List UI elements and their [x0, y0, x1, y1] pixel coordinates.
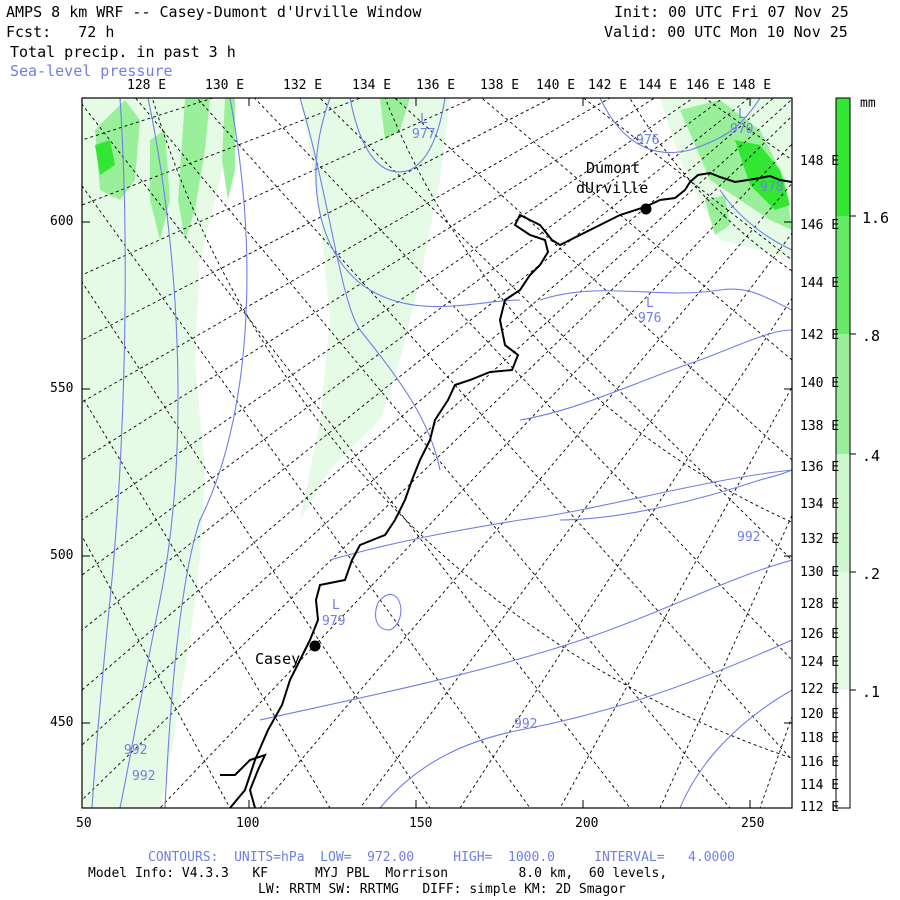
lon-label-top: 142 E — [588, 78, 628, 93]
colorbar-label: .8 — [862, 327, 881, 345]
meridian-line — [359, 232, 792, 808]
meridian-line — [134, 98, 731, 808]
field-name: Total precip. in past 3 h — [10, 43, 236, 61]
pressure-label: 992 — [124, 743, 148, 758]
lon-label-right: 112 E — [800, 800, 840, 815]
pressure-label: 978 — [760, 180, 784, 195]
lon-label-right: 142 E — [800, 328, 840, 343]
meridian-line — [82, 98, 792, 746]
lon-label-top: 136 E — [416, 78, 456, 93]
lon-label-top: 138 E — [480, 78, 520, 93]
casey-label: Casey — [255, 650, 301, 668]
model-info: Model Info: V4.3.3 KF MYJ PBL Morrison 8… — [88, 866, 668, 881]
forecast-hour: Fcst: 72 h — [6, 23, 115, 41]
meridian-line — [559, 386, 792, 808]
lon-label-right: 128 E — [800, 597, 840, 612]
meridian-line — [82, 281, 431, 808]
lon-label-right: 124 E — [800, 655, 840, 670]
x-axis-label: 250 — [741, 816, 765, 831]
physics-info: LW: RRTM SW: RRTMG DIFF: simple KM: 2D S… — [258, 882, 626, 897]
pressure-label: 979 — [322, 614, 346, 629]
dumont-durville-label: Dumont — [586, 159, 641, 177]
dumont-durville-marker — [640, 203, 652, 215]
pressure-label: 976 — [636, 133, 660, 148]
precip-high-areas — [95, 140, 790, 210]
overlay-name: Sea-level pressure — [10, 62, 173, 80]
x-axis-label: 200 — [575, 816, 599, 831]
y-axis-label: 550 — [50, 381, 74, 396]
pressure-label: 992 — [132, 769, 156, 784]
precip-shading — [82, 98, 792, 808]
lon-label-top: 132 E — [283, 78, 323, 93]
low-mark: L — [420, 112, 428, 127]
lon-label-top: 144 E — [638, 78, 678, 93]
lon-label-top: 128 E — [127, 78, 167, 93]
colorbar-label: .4 — [862, 447, 881, 465]
meridian-line — [82, 115, 792, 801]
meridian-line — [481, 98, 792, 361]
lon-label-right: 118 E — [800, 731, 840, 746]
low-mark: L — [738, 107, 746, 122]
lon-label-top: 134 E — [352, 78, 392, 93]
colorbar-label: .2 — [862, 565, 881, 583]
lon-label-right: 114 E — [800, 778, 840, 793]
lon-label-right: 134 E — [800, 497, 840, 512]
y-axis-label: 450 — [50, 715, 74, 730]
lon-label-top: 148 E — [732, 78, 772, 93]
y-axis-label: 500 — [50, 548, 74, 563]
y-axis-label: 600 — [50, 214, 74, 229]
x-axis-label: 50 — [76, 816, 92, 831]
colorbar-unit: mm — [860, 96, 876, 111]
lon-label-right: 116 E — [800, 755, 840, 770]
meridian-line — [82, 185, 531, 808]
valid-time: Valid: 00 UTC Mon 10 Nov 25 — [604, 23, 848, 41]
pressure-label: 992 — [737, 530, 761, 545]
x-axis-label: 100 — [236, 816, 260, 831]
lon-label-right: 120 E — [800, 707, 840, 722]
lon-label-right: 146 E — [800, 218, 840, 233]
meridian-line — [82, 98, 750, 631]
lon-label-right: 126 E — [800, 627, 840, 642]
contour-info: CONTOURS: UNITS=hPa LOW= 972.00 HIGH= 10… — [148, 850, 735, 865]
lon-label-right: 144 E — [800, 276, 840, 291]
meridian-line — [394, 98, 792, 461]
casey-marker — [309, 640, 321, 652]
pressure-label: 976 — [638, 311, 662, 326]
colorbar-label: .1 — [862, 683, 881, 701]
low-mark: L — [646, 296, 654, 311]
lon-label-top: 130 E — [205, 78, 245, 93]
lon-label-top: 140 E — [536, 78, 576, 93]
lon-label-right: 136 E — [800, 460, 840, 475]
pressure-contours — [91, 98, 792, 808]
x-axis-label: 150 — [409, 816, 433, 831]
meridian-line — [82, 395, 331, 808]
init-time: Init: 00 UTC Fri 07 Nov 25 — [614, 3, 849, 21]
pressure-label: 970 — [730, 122, 754, 137]
meridian-line — [459, 297, 792, 808]
lon-label-right: 122 E — [800, 682, 840, 697]
lon-label-right: 130 E — [800, 565, 840, 580]
pressure-label: 992 — [514, 717, 538, 732]
lon-label-right: 148 E — [800, 154, 840, 169]
colorbar-label: 1.6 — [862, 209, 890, 227]
meridian-line — [82, 98, 694, 521]
precip-colorbar — [835, 97, 856, 809]
coastline — [220, 171, 792, 808]
figure-title: AMPS 8 km WRF -- Casey-Dumont d'Urville … — [6, 3, 422, 21]
lon-label-right: 140 E — [800, 376, 840, 391]
lon-label-right: 138 E — [800, 419, 840, 434]
dumont-durville-label-line2: dUrville — [576, 179, 649, 197]
meridian-line — [259, 182, 792, 808]
meridian-line — [659, 514, 792, 808]
lon-label-top: 146 E — [686, 78, 726, 93]
pressure-label: 977 — [412, 127, 436, 142]
lon-label-right: 132 E — [800, 532, 840, 547]
plot-frame — [81, 97, 793, 809]
axis-ticks — [81, 98, 792, 808]
lat-lon-graticule — [82, 98, 792, 808]
meridian-line — [82, 98, 656, 461]
low-mark: L — [332, 598, 340, 613]
